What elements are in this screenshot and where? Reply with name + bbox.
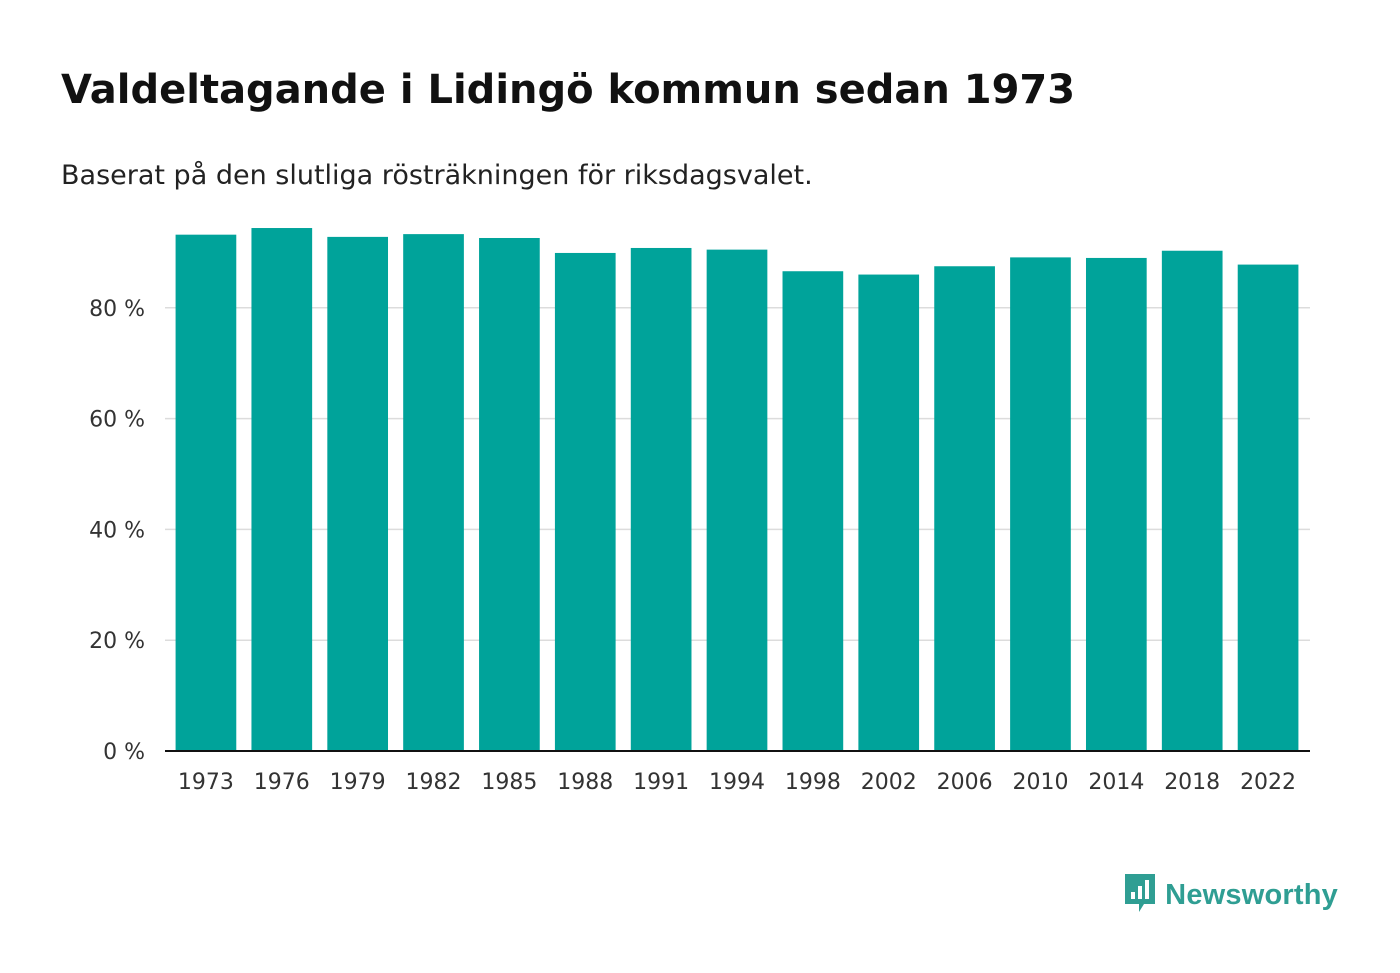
x-tick-label-2018: 2018 [1164, 770, 1220, 795]
x-tick-label-1991: 1991 [633, 770, 689, 795]
bar-1994 [706, 249, 768, 751]
bar-1985 [479, 237, 540, 752]
y-axis-ticks: 0 % 20 % 40 % 60 % 80 % [89, 297, 145, 765]
y-tick-label: 40 % [89, 518, 145, 543]
bar-1982 [403, 234, 464, 752]
y-tick-label: 80 % [89, 297, 145, 322]
brand-logo: Newsworthy [1123, 872, 1338, 918]
bar-2018 [1161, 250, 1223, 751]
x-tick-label-1979: 1979 [330, 770, 386, 795]
x-tick-label-1985: 1985 [481, 770, 537, 795]
chart-subtitle: Baserat på den slutliga rösträkningen fö… [61, 160, 813, 191]
brand-name: Newsworthy [1165, 878, 1338, 911]
bar-1979 [327, 236, 389, 751]
bar-1988 [554, 252, 616, 752]
x-tick-label-1973: 1973 [178, 770, 234, 795]
x-tick-label-2010: 2010 [1012, 770, 1068, 795]
bars [175, 228, 1299, 752]
bar-2014 [1085, 257, 1147, 751]
bar-2010 [1010, 257, 1071, 751]
bar-1976 [251, 228, 313, 752]
bar-2002 [858, 274, 920, 751]
y-tick-label: 0 % [103, 740, 145, 765]
bar-1973 [175, 234, 237, 751]
x-axis-ticks: 1973 1976 1979 1982 1985 1988 1991 1994 1998 2002… [178, 770, 1296, 795]
x-tick-label-2006: 2006 [937, 770, 993, 795]
newsworthy-logo-icon [1123, 872, 1157, 918]
x-tick-label-1994: 1994 [709, 770, 765, 795]
chart-title: Valdeltagande i Lidingö kommun sedan 197… [61, 67, 1076, 113]
bar-1991 [630, 247, 692, 751]
bar-2006 [934, 266, 995, 751]
x-tick-label-1988: 1988 [557, 770, 613, 795]
y-tick-label: 60 % [89, 408, 145, 433]
bar-2022 [1237, 264, 1299, 751]
x-tick-label-2002: 2002 [861, 770, 917, 795]
x-tick-label-1982: 1982 [406, 770, 462, 795]
y-tick-label: 20 % [89, 629, 145, 654]
bar-1998 [782, 271, 844, 751]
x-tick-label-1976: 1976 [254, 770, 310, 795]
x-tick-label-2014: 2014 [1088, 770, 1144, 795]
x-tick-label-2022: 2022 [1240, 770, 1296, 795]
x-tick-label-1998: 1998 [785, 770, 841, 795]
